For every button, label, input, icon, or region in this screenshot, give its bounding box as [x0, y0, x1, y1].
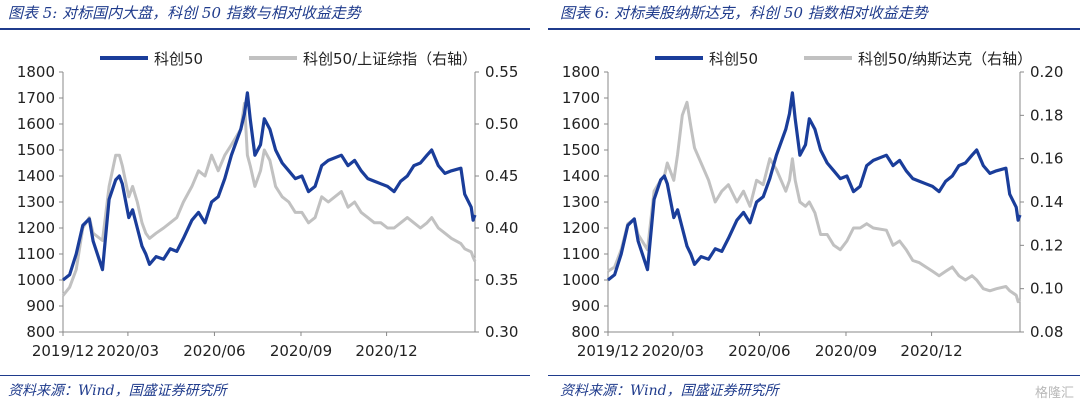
- x-tick-label: 2020/09: [270, 342, 332, 360]
- series-line-kc50: [607, 91, 1022, 282]
- y-tick-label: 1000: [562, 271, 600, 289]
- y2-tick-label: 0.16: [1030, 150, 1063, 168]
- legend-label: 科创50: [709, 50, 758, 68]
- y2-tick-label: 0.10: [1030, 280, 1063, 298]
- figure-6-chart: 800 900 1000 1100 1200 1300 1400 1500 1600 1700 18…: [545, 40, 1080, 370]
- y-tick-label: 1600: [17, 115, 55, 133]
- y-tick-label: 1200: [17, 219, 55, 237]
- y2-tick-label: 0.55: [485, 63, 518, 81]
- figure-5-source-rule: [0, 375, 530, 376]
- y-tick-label: 800: [571, 323, 600, 341]
- y2-tick-label: 0.12: [1030, 236, 1063, 254]
- figure-6-source: 资料来源：Wind，国盛证券研究所: [560, 383, 779, 399]
- figure-5-source: 资料来源：Wind，国盛证券研究所: [8, 383, 227, 399]
- y-tick-label: 1000: [17, 271, 55, 289]
- y-tick-label: 1500: [562, 141, 600, 159]
- x-tick-label: 2020/03: [642, 342, 704, 360]
- y2-tick-label: 0.20: [1030, 63, 1063, 81]
- series-line-relative: [61, 101, 477, 297]
- x-tick-label: 2020/12: [900, 342, 962, 360]
- figure-5-chart: 800 900 1000 1100 1200 1300 1400 1500 1600 1700 18…: [0, 40, 535, 370]
- series-line-kc50: [62, 91, 477, 282]
- y2-tick-label: 0.14: [1030, 193, 1063, 211]
- y-tick-label: 1400: [562, 167, 600, 185]
- chart-svg: 800 900 1000 1100 1200 1300 1400 1500 1600 1700 18…: [17, 50, 519, 360]
- x-tick-label: 2020/06: [728, 342, 790, 360]
- y-tick-label: 1300: [562, 193, 600, 211]
- legend-label: 科创50/上证综指（右轴）: [303, 50, 477, 68]
- y-tick-label: 1700: [562, 89, 600, 107]
- y-tick-label: 1700: [17, 89, 55, 107]
- figure-6-title: 图表 6: 对标美股纳斯达克，科创 50 指数相对收益走势: [560, 4, 928, 22]
- y-tick-label: 900: [571, 297, 600, 315]
- x-tick-label: 2020/12: [355, 342, 417, 360]
- y2-tick-label: 0.45: [485, 167, 518, 185]
- y-tick-label: 1300: [17, 193, 55, 211]
- x-tick-label: 2020/09: [815, 342, 877, 360]
- y2-tick-label: 0.08: [1030, 323, 1063, 341]
- x-tick-label: 2019/12: [577, 342, 639, 360]
- x-tick-label: 2020/06: [183, 342, 245, 360]
- y2-tick-label: 0.40: [485, 219, 518, 237]
- y-tick-label: 1600: [562, 115, 600, 133]
- figure-5-title: 图表 5: 对标国内大盘，科创 50 指数与相对收益走势: [8, 4, 361, 22]
- series-line-relative: [607, 100, 1022, 304]
- y-tick-label: 1500: [17, 141, 55, 159]
- y2-tick-label: 0.18: [1030, 106, 1063, 124]
- y2-tick-label: 0.30: [485, 323, 518, 341]
- y-tick-label: 1800: [17, 63, 55, 81]
- y-tick-label: 800: [26, 323, 55, 341]
- figure-5-title-rule: [0, 28, 530, 30]
- y-tick-label: 1200: [562, 219, 600, 237]
- y2-tick-label: 0.35: [485, 271, 518, 289]
- figure-6-title-rule: [548, 28, 1080, 30]
- figure-6-source-rule: [548, 375, 1080, 376]
- y-tick-label: 900: [26, 297, 55, 315]
- y-tick-label: 1100: [562, 245, 600, 263]
- x-tick-label: 2020/03: [97, 342, 159, 360]
- y-tick-label: 1400: [17, 167, 55, 185]
- legend-label: 科创50/纳斯达克（右轴）: [858, 50, 1032, 68]
- y-tick-label: 1800: [562, 63, 600, 81]
- x-tick-label: 2019/12: [32, 342, 94, 360]
- y-tick-label: 1100: [17, 245, 55, 263]
- watermark: 格隆汇: [1034, 386, 1074, 401]
- chart-svg: 800 900 1000 1100 1200 1300 1400 1500 1600 1700 18…: [562, 50, 1064, 360]
- legend-label: 科创50: [154, 50, 203, 68]
- y2-tick-label: 0.50: [485, 115, 518, 133]
